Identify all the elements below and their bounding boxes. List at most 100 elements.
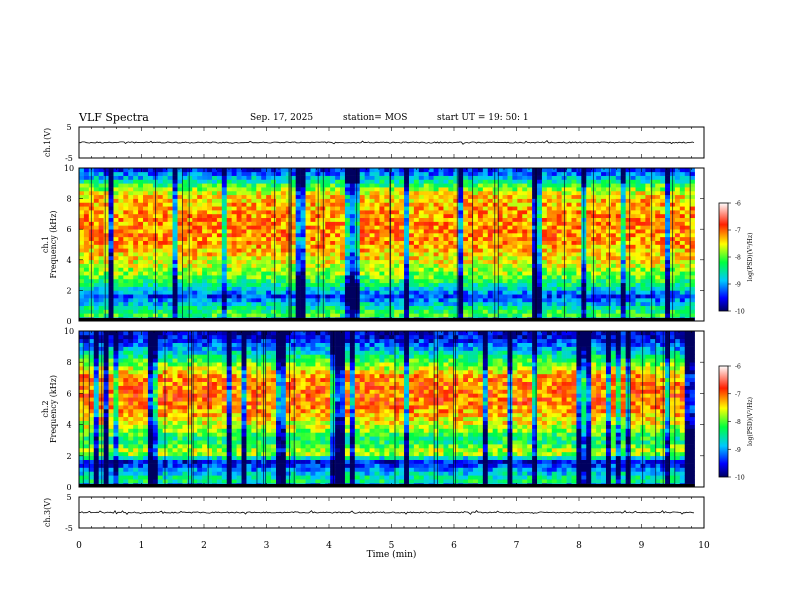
spectrogram-cell: [192, 168, 198, 173]
spectrogram-cell: [290, 255, 296, 261]
spectrogram-cell: [128, 190, 134, 196]
spectrogram-cell: [172, 252, 178, 257]
spectrogram-cell: [374, 309, 380, 314]
spectrogram-cell: [423, 278, 429, 284]
spectrogram-cell: [354, 244, 361, 249]
spectrogram-cell: [448, 202, 454, 207]
spectrogram-cell: [157, 221, 164, 226]
spectrogram-cell: [433, 190, 439, 196]
spectrogram-cell: [207, 194, 213, 199]
spectrogram-cell: [418, 190, 425, 196]
spectrogram-cell: [93, 267, 99, 272]
spectrogram-cell: [674, 183, 681, 188]
spectrogram-cell: [93, 179, 99, 184]
spectrogram-cell: [408, 271, 415, 276]
spectrogram-cell: [394, 240, 400, 245]
spectrogram-cell: [665, 187, 671, 192]
spectrogram-cell: [231, 305, 237, 310]
spectrogram-cell: [660, 286, 666, 291]
spectrogram-cell: [147, 168, 154, 173]
spectrogram-cell: [354, 175, 361, 180]
spectrogram-cell: [128, 271, 134, 276]
spectrogram-cell: [512, 286, 518, 291]
spectrogram-cell: [344, 305, 351, 310]
spectrogram-cell: [118, 225, 124, 230]
spectrogram-cell: [192, 263, 198, 268]
spectrogram-cell: [374, 183, 380, 188]
spectrogram-cell: [98, 213, 104, 219]
spectrogram-cell: [408, 252, 415, 257]
spectrogram-cell: [615, 305, 622, 310]
spectrogram-cell: [477, 290, 484, 295]
spectrogram-cell: [527, 252, 533, 257]
spectrogram-cell: [167, 290, 173, 295]
spectrogram-cell: [241, 171, 247, 176]
spectrogram-cell: [98, 275, 104, 280]
spectrogram-cell: [103, 309, 109, 314]
spectrogram-cell: [650, 305, 656, 310]
spectrogram-cell: [256, 225, 262, 230]
spectrogram-cell: [571, 179, 577, 184]
spectrogram-cell: [408, 248, 415, 253]
spectrogram-cell: [674, 179, 681, 184]
spectrogram-cell: [423, 225, 429, 230]
spectrogram-cell: [221, 294, 228, 299]
spectrogram-cell: [625, 275, 631, 280]
spectrogram-cell: [147, 183, 154, 188]
spectrogram-cell: [261, 263, 267, 268]
spectrogram-cell: [463, 271, 469, 276]
spectrogram-cell: [596, 202, 602, 207]
spectrogram-cell: [202, 275, 208, 280]
spectrogram-cell: [660, 271, 666, 276]
spectrogram-cell: [517, 294, 523, 299]
spectrogram-cell: [571, 168, 577, 173]
spectrogram-cell: [473, 248, 479, 253]
spectrogram-cell: [369, 286, 375, 291]
spectrogram-cell: [507, 271, 513, 276]
spectrogram-cell: [207, 171, 213, 176]
spectrogram-cell: [556, 294, 562, 299]
spectrogram-cell: [310, 305, 316, 310]
spectrogram-cell: [502, 190, 508, 196]
spectrogram-cell: [399, 194, 405, 199]
spectrogram-cell: [507, 221, 513, 226]
spectrogram-cell: [133, 248, 139, 253]
spectrogram-cell: [630, 286, 636, 291]
spectrogram-cell: [231, 290, 237, 295]
spectrogram-cell: [236, 267, 242, 272]
spectrogram-cell: [576, 271, 582, 276]
spectrogram-cell: [551, 202, 558, 207]
spectrogram-cell: [630, 301, 636, 307]
spectrogram-cell: [305, 248, 311, 253]
spectrogram-cell: [349, 202, 356, 207]
spectrogram-cell: [615, 233, 622, 238]
spectrogram-cell: [143, 179, 149, 184]
spectrogram-cell: [266, 190, 272, 196]
spectrogram-cell: [133, 305, 139, 310]
spectrogram-cell: [645, 168, 651, 173]
spectrogram-cell: [147, 286, 154, 291]
spectrogram-cell: [473, 278, 479, 284]
spectrogram-cell: [221, 271, 228, 276]
spectrogram-cell: [177, 248, 183, 253]
spectrogram-cell: [330, 309, 336, 314]
spectrogram-cell: [522, 190, 528, 196]
spectrogram-cell: [172, 179, 178, 184]
spectrogram-cell: [216, 217, 223, 222]
spectrogram-cell: [532, 210, 538, 215]
spectrogram-cell: [394, 275, 400, 280]
spectrogram-cell: [231, 236, 237, 241]
spectrogram-cell: [517, 259, 523, 264]
spectrogram-cell: [128, 263, 134, 268]
spectrogram-cell: [182, 194, 188, 199]
spectrogram-cell: [187, 252, 193, 257]
spectrogram-cell: [103, 221, 109, 226]
spectrogram-cell: [650, 301, 656, 307]
spectrogram-cell: [571, 194, 577, 199]
spectrogram-cell: [655, 298, 661, 303]
spectrogram-cell: [640, 213, 646, 219]
spectrogram-cell: [438, 229, 444, 234]
spectrogram-cell: [684, 248, 690, 253]
spectrogram-cell: [433, 259, 439, 264]
spectrogram-cell: [512, 206, 518, 211]
